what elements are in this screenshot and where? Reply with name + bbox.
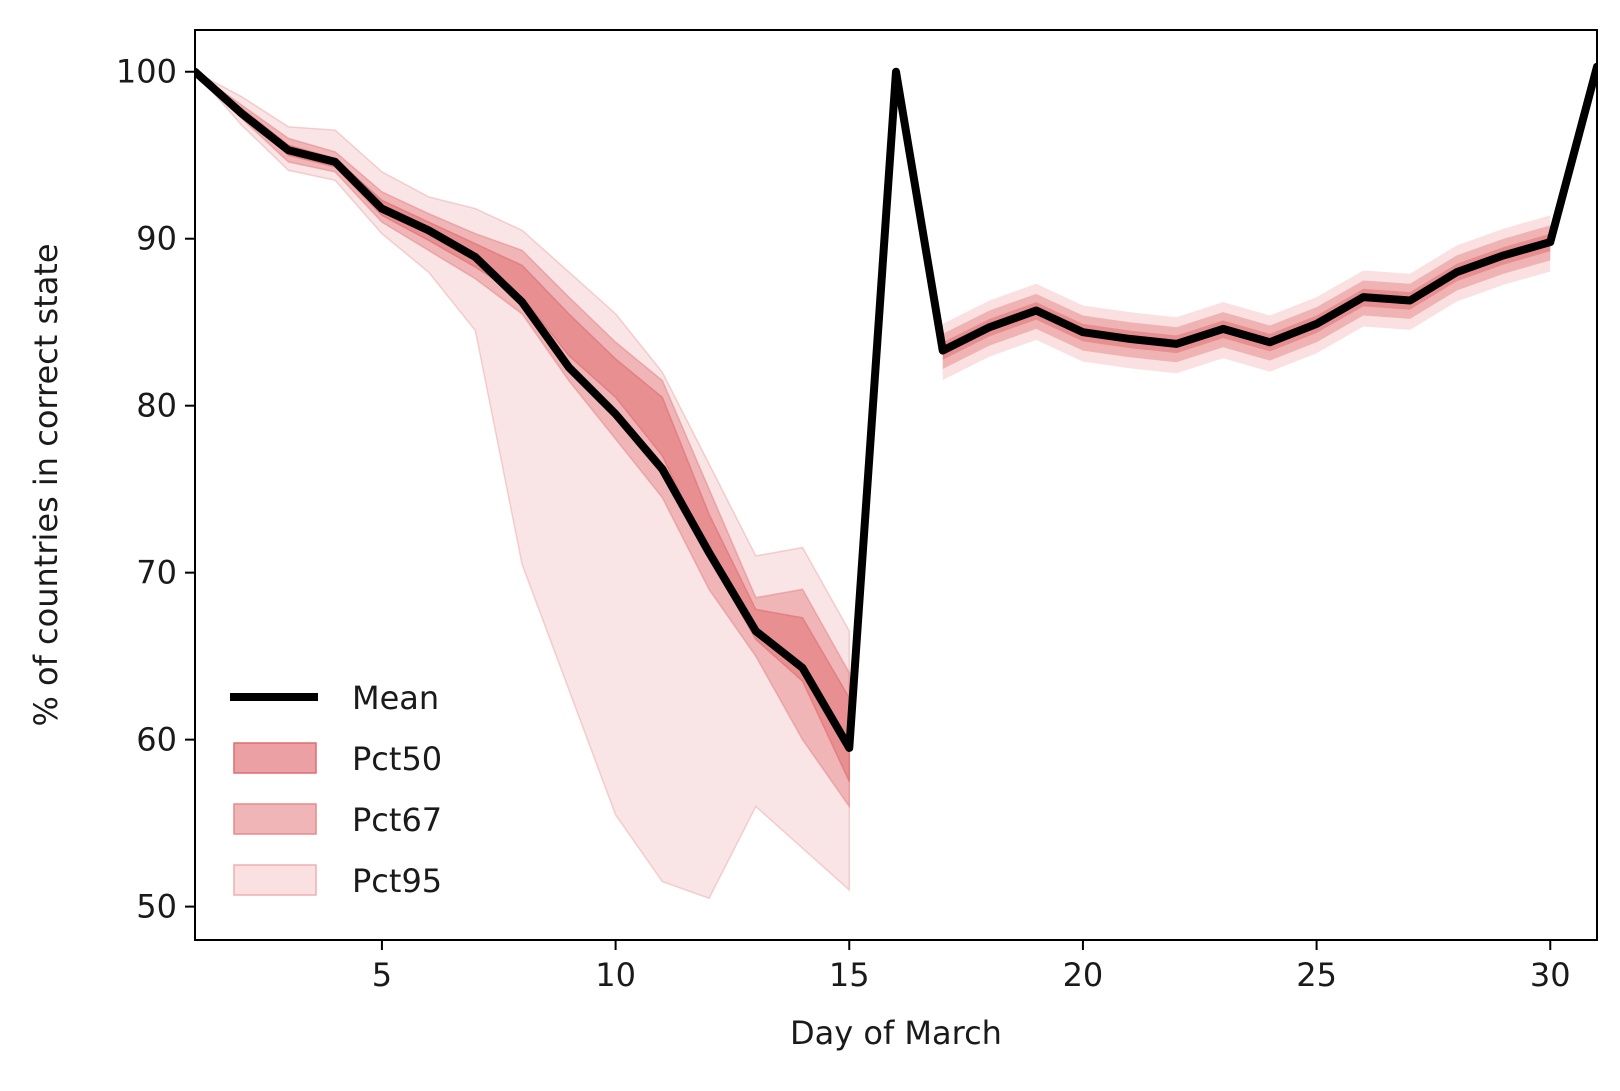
y-tick-label: 80	[136, 387, 177, 425]
legend: Mean Pct50 Pct67 Pct95	[230, 679, 442, 900]
plot-frame	[194, 29, 1598, 941]
x-tick-label: 25	[1296, 956, 1337, 994]
y-tick-label: 90	[136, 220, 177, 258]
mean-series	[195, 62, 1597, 752]
x-axis: 5 10 15 20 25 30	[372, 940, 1571, 994]
legend-label-pct95: Pct95	[352, 862, 442, 900]
y-tick-label: 60	[136, 721, 177, 759]
x-tick-label: 10	[595, 956, 636, 994]
y-axis-label: % of countries in correct state	[27, 243, 65, 726]
mean-line	[195, 62, 1597, 752]
x-tick-label: 30	[1530, 956, 1571, 994]
band-late-pct50	[942, 233, 1551, 360]
x-axis-label: Day of March	[790, 1014, 1002, 1052]
y-tick-label: 70	[136, 554, 177, 592]
x-tick-label: 5	[372, 956, 392, 994]
legend-swatch-pct67	[233, 803, 317, 835]
legend-label-mean: Mean	[352, 679, 439, 717]
x-tick-label: 15	[829, 956, 870, 994]
legend-label-pct67: Pct67	[352, 801, 442, 839]
x-tick-label: 20	[1063, 956, 1104, 994]
y-tick-label: 50	[136, 888, 177, 926]
legend-swatch-pct95	[233, 864, 317, 896]
legend-label-pct50: Pct50	[352, 740, 442, 778]
legend-swatch-pct50	[233, 742, 317, 774]
y-axis: 50 60 70 80 90 100	[116, 53, 195, 926]
y-tick-label: 100	[116, 53, 177, 91]
